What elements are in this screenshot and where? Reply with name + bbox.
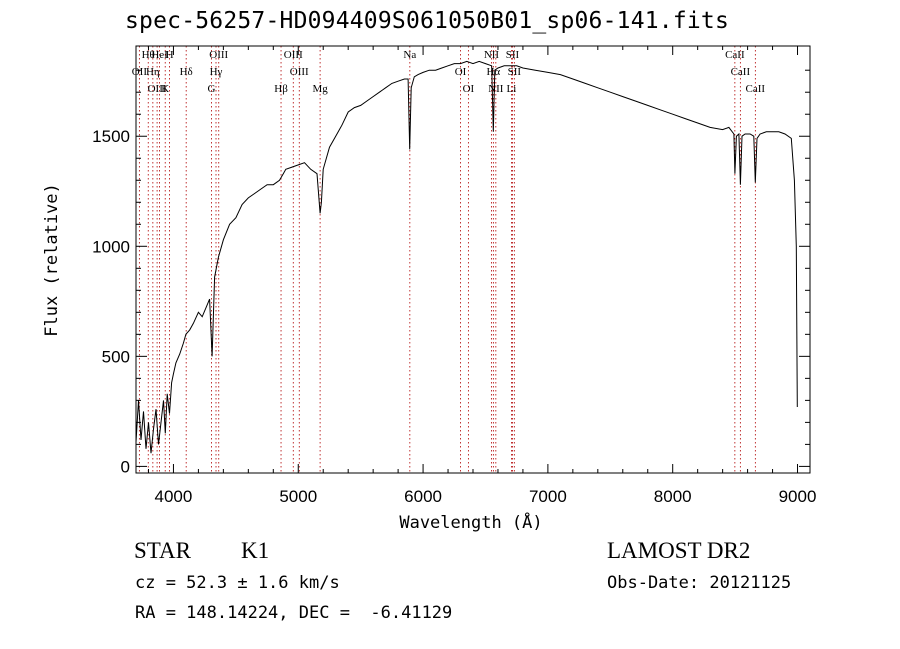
obs-date-readout: Obs-Date: 20121125 xyxy=(607,573,792,593)
object-class-label: STAR xyxy=(134,538,191,563)
line-marker-label: OIII xyxy=(290,66,309,78)
line-marker-label: G xyxy=(208,83,216,95)
chart-title: spec-56257-HD094409S061050B01_sp06-141.f… xyxy=(125,8,730,34)
y-tick-label: 0 xyxy=(121,457,130,476)
line-marker-label: Hβ xyxy=(274,83,288,95)
spectrum-line xyxy=(135,60,798,454)
y-axis-label: Flux (relative) xyxy=(42,183,62,337)
y-tick-label: 1000 xyxy=(92,237,130,256)
line-marker-label: NII xyxy=(484,49,500,61)
line-marker-label: Hγ xyxy=(210,66,223,78)
line-marker-label: CaII xyxy=(746,83,766,95)
line-marker-label: Na xyxy=(403,49,416,61)
line-marker-label: NII xyxy=(488,83,504,95)
axis-ticks-group: 4000 5000 6000 7000 8000 9000 0 500 1000 1500 xyxy=(92,46,816,506)
x-tick-label: 6000 xyxy=(404,487,442,506)
x-tick-label: 8000 xyxy=(654,487,692,506)
x-axis-label: Wavelength (Å) xyxy=(399,511,542,533)
line-marker-label: HeI xyxy=(151,49,168,61)
line-marker-label: OI xyxy=(455,66,467,78)
x-tick-label: 5000 xyxy=(279,487,317,506)
line-marker-label: SII xyxy=(506,49,520,61)
line-marker-label: SII xyxy=(508,66,522,78)
object-subclass-label: K1 xyxy=(241,538,270,563)
line-marker-label: OII xyxy=(132,66,148,78)
line-marker-label: OIII xyxy=(284,49,303,61)
line-marker-label: K xyxy=(161,83,169,95)
line-marker-label: CaII xyxy=(731,66,751,78)
x-tick-label: 4000 xyxy=(155,487,193,506)
line-marker-label: H xyxy=(166,49,174,61)
y-tick-label: 1500 xyxy=(92,127,130,146)
line-marker-labels-group: HθOIIOIIIHeIHηKHHδGOIIIHγHβOIIIOIIIMgNaO… xyxy=(132,49,766,95)
line-markers-group xyxy=(138,46,756,473)
survey-label: LAMOST DR2 xyxy=(607,538,751,563)
line-marker-label: CaII xyxy=(725,49,745,61)
line-marker-label: OIII xyxy=(209,49,228,61)
line-marker-label: Li xyxy=(507,83,517,95)
line-marker-label: Hη xyxy=(146,66,160,78)
line-marker-label: OI xyxy=(463,83,475,95)
x-tick-label: 9000 xyxy=(779,487,817,506)
coordinates-readout: RA = 148.14224, DEC = -6.41129 xyxy=(135,603,453,623)
line-marker-label: Hδ xyxy=(180,66,193,78)
plot-frame xyxy=(135,45,811,474)
x-tick-label: 7000 xyxy=(529,487,567,506)
line-marker-label: Hθ xyxy=(142,49,155,61)
velocity-readout: cz = 52.3 ± 1.6 km/s xyxy=(135,573,340,593)
line-marker-label: Mg xyxy=(312,83,328,95)
line-marker-label: OIII xyxy=(148,83,167,95)
y-tick-label: 500 xyxy=(102,347,130,366)
